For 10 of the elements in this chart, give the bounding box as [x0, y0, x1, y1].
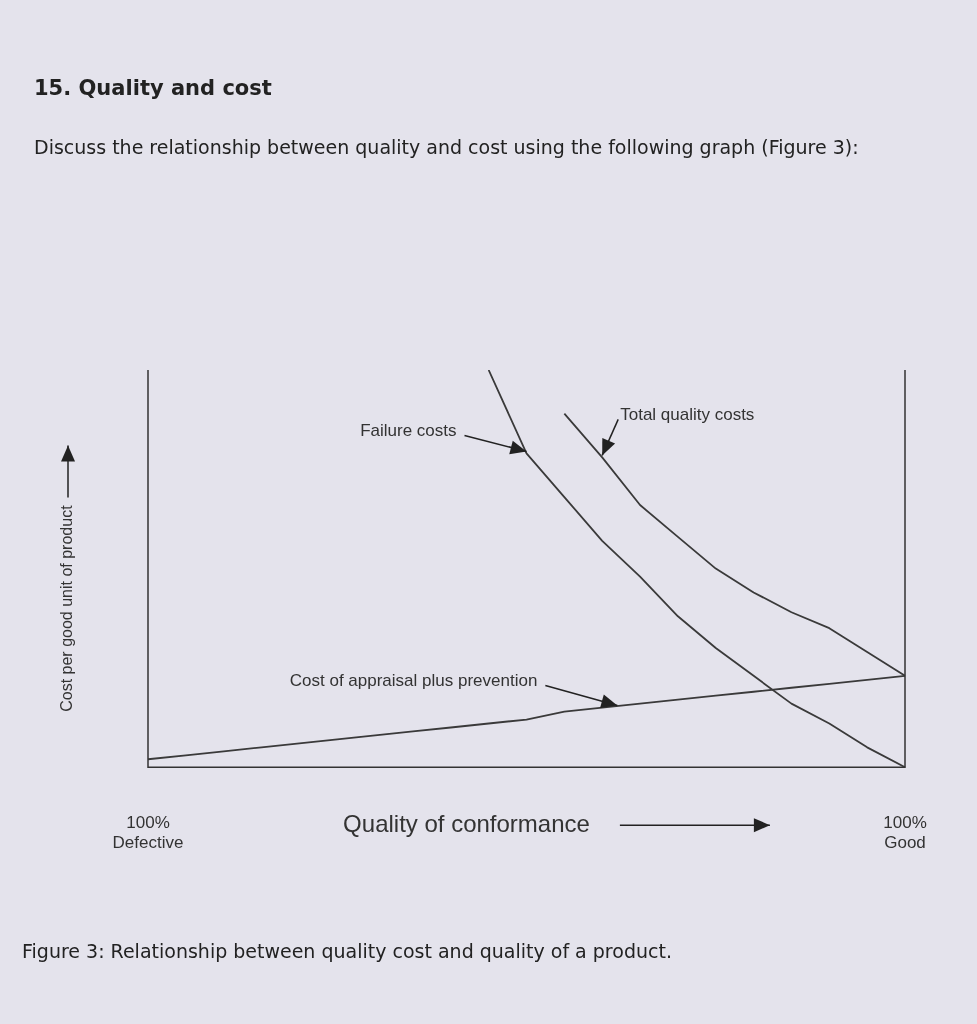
text: Total quality costs — [620, 405, 755, 425]
x-tick-label: 100% Defective — [112, 813, 184, 853]
chart-subtitle: Discuss the relationship between quality and cost using the following graph (Figure 3): — [34, 136, 859, 158]
x-axis-title: Quality of conformance — [343, 809, 590, 837]
text: Failure costs — [360, 421, 457, 441]
series-label: Cost of appraisal plus prevention — [289, 671, 538, 691]
y-axis-title: Cost per good unit of product — [58, 504, 76, 712]
x-tick-label: 100% Good — [883, 813, 927, 853]
caption: Figure 3: Relationship between quality cost and quality of a product. — [22, 940, 672, 962]
chart-title: 15. Quality and cost — [34, 76, 272, 100]
